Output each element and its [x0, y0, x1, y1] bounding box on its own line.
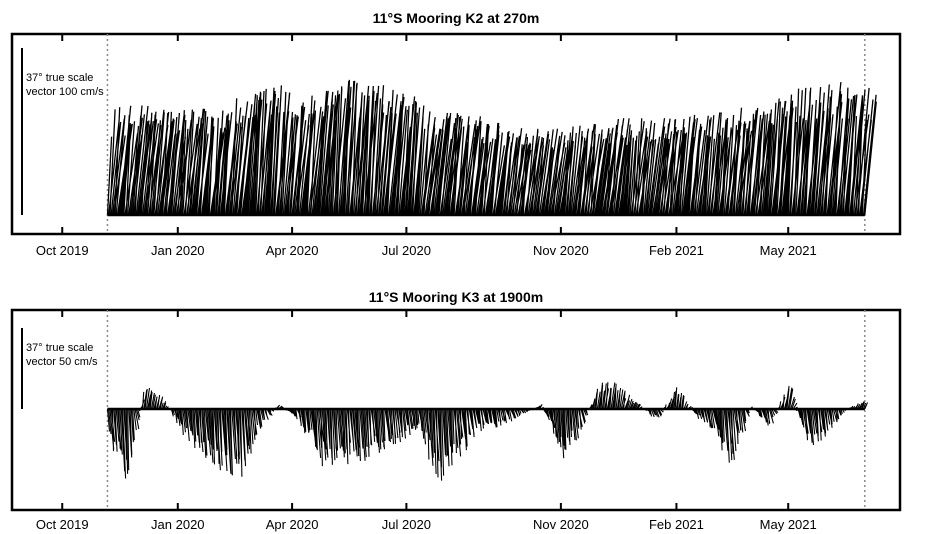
panel-2-title: 11°S Mooring K3 at 1900m [369, 289, 543, 305]
panel-frame [10, 32, 902, 236]
x-tick-label: Jul 2020 [382, 243, 431, 258]
x-tick-label: Apr 2020 [266, 517, 319, 532]
x-tick-label: Apr 2020 [266, 243, 319, 258]
x-tick-label: Feb 2021 [649, 243, 704, 258]
x-tick-label: Jan 2020 [151, 517, 205, 532]
x-tick-label: Oct 2019 [36, 243, 89, 258]
velocity-sticks [106, 382, 869, 481]
x-tick-label: Oct 2019 [36, 517, 89, 532]
scale-label-line1: 37° true scale [26, 72, 93, 84]
x-tick-label: Jul 2020 [382, 517, 431, 532]
panel-1 [10, 32, 902, 236]
scale-label-line2: vector 100 cm/s [26, 86, 104, 98]
x-tick-label: Jan 2020 [151, 243, 205, 258]
x-tick-label: Feb 2021 [649, 517, 704, 532]
x-tick-label: Nov 2020 [533, 243, 589, 258]
scale-label-line2: vector 50 cm/s [26, 356, 98, 368]
x-tick-label: May 2021 [760, 517, 817, 532]
x-tick-label: May 2021 [760, 243, 817, 258]
x-tick-label: Nov 2020 [533, 517, 589, 532]
velocity-sticks [106, 79, 877, 216]
panel-2 [10, 308, 902, 512]
panel-frame [10, 308, 902, 512]
scale-label-line1: 37° true scale [26, 342, 93, 354]
panel-1-title: 11°S Mooring K2 at 270m [373, 10, 540, 26]
